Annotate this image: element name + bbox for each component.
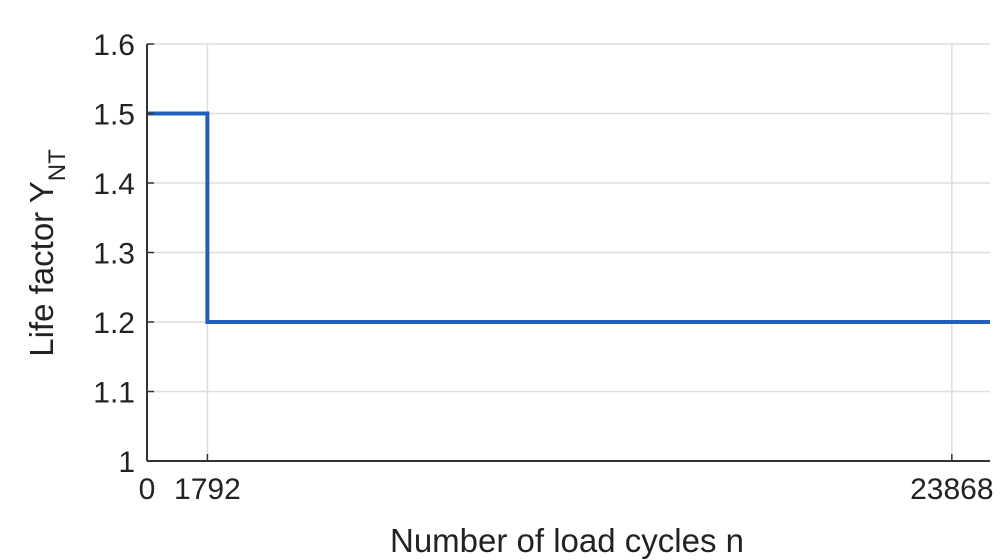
svg-text:Life factor YNT: Life factor YNT <box>23 149 71 357</box>
x-tick-label: 23868 <box>910 473 993 506</box>
y-tick-label: 1.1 <box>93 377 135 410</box>
x-tick-label: 1792 <box>174 473 241 506</box>
x-axis-label: Number of load cycles n <box>390 522 744 559</box>
y-axis-label-group: Life factor YNT <box>23 149 71 357</box>
y-tick-label: 1 <box>118 446 135 479</box>
y-axis-label-subscript: NT <box>44 149 71 181</box>
series-layer <box>147 111 990 324</box>
x-tick-label: 0 <box>139 473 156 506</box>
y-tick-label: 1.2 <box>93 307 135 340</box>
y-tick-label: 1.4 <box>93 168 135 201</box>
y-tick-label: 1.3 <box>93 238 135 271</box>
y-axis-label: Life factor Y <box>23 181 60 357</box>
series-line <box>147 111 990 324</box>
grid-lines <box>147 43 990 461</box>
y-tick-label: 1.5 <box>93 99 135 132</box>
tick-labels: 1 1.1 1.2 1.3 1.4 1.5 1.6 0 1792 23868 <box>93 29 993 506</box>
y-tick-label: 1.6 <box>93 29 135 62</box>
